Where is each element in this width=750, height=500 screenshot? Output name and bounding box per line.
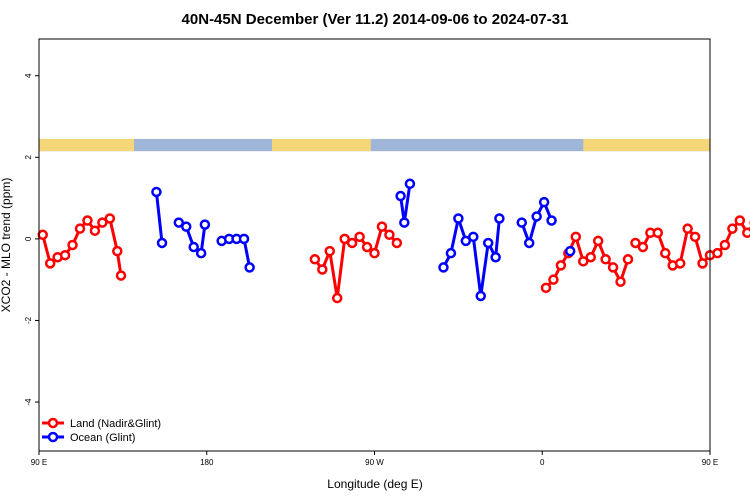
legend: Land (Nadir&Glint) Ocean (Glint) <box>42 417 161 444</box>
land-data-point <box>570 231 582 243</box>
land-data-point <box>59 249 71 261</box>
land-data-point <box>74 223 86 234</box>
x-tick-label: 90 E <box>31 458 47 467</box>
land-strip-2 <box>583 138 710 152</box>
land-data-point <box>89 225 101 236</box>
x-tick-label: 0 <box>540 458 545 467</box>
land-data-point <box>324 245 336 257</box>
legend-land-marker <box>47 417 59 429</box>
land-data-point <box>115 270 127 281</box>
ocean-data-point <box>180 221 192 232</box>
land-data-point <box>660 247 671 259</box>
land-data-point <box>376 221 388 232</box>
land-data-point <box>112 245 123 257</box>
y-tick-label: -4 <box>24 398 33 406</box>
ocean-data-point <box>173 217 185 228</box>
y-tick-label: -2 <box>24 316 33 324</box>
land-data-point <box>82 215 93 226</box>
y-tick-label: 4 <box>24 73 33 78</box>
land-data-point <box>309 254 321 265</box>
land-data-point <box>712 247 723 259</box>
land-data-point <box>615 276 626 287</box>
land-data-point <box>637 241 649 253</box>
ocean-data-point <box>546 215 557 226</box>
land-data-point <box>67 239 78 251</box>
land-data-point <box>44 258 56 269</box>
ocean-strip <box>39 138 710 152</box>
ocean-data-point <box>404 178 416 190</box>
land-data-point <box>630 237 641 249</box>
x-axis-label: Longitude (deg E) <box>327 477 422 491</box>
land-data-point <box>578 256 589 267</box>
ocean-data-point <box>516 217 527 228</box>
land-data-point <box>674 258 686 269</box>
land-strip-0 <box>39 138 135 152</box>
legend-ocean-marker <box>47 431 59 443</box>
ocean-data-point <box>523 237 535 249</box>
land-data-point <box>354 231 365 243</box>
ocean-data-point <box>494 213 505 224</box>
land-data-point <box>607 262 619 273</box>
land-data-point <box>652 227 664 239</box>
ocean-data-point <box>475 290 486 302</box>
land-data-point <box>97 217 108 228</box>
x-tick-label: 90 W <box>365 458 384 467</box>
ocean-data-point <box>188 241 199 253</box>
x-tick-label: 90 E <box>702 458 718 467</box>
land-data-point <box>689 231 701 243</box>
land-data-point <box>742 227 750 239</box>
ocean-data-point <box>195 247 207 259</box>
x-tick-label: 180 <box>200 458 214 467</box>
land-data-point <box>682 223 693 234</box>
ocean-data-point <box>445 247 457 259</box>
ocean-series-line-0 <box>154 191 164 244</box>
ocean-data-point <box>490 251 501 263</box>
land-data-point <box>361 241 373 253</box>
land-data-point <box>622 254 634 265</box>
land-data-point <box>600 254 611 265</box>
ocean-data-point <box>244 262 255 273</box>
ocean-data-point <box>538 196 550 208</box>
land-data-point <box>555 260 567 271</box>
land-data-point <box>331 292 343 304</box>
y-tick-label: 0 <box>24 236 33 241</box>
land-data-point <box>37 229 48 241</box>
y-tick-label: 2 <box>24 155 33 160</box>
ocean-data-point <box>199 219 211 230</box>
ocean-data-point <box>151 186 162 198</box>
land-data-point <box>346 237 358 249</box>
land-data-point <box>734 215 746 226</box>
chart-title: 40N-45N December (Ver 11.2) 2014-09-06 t… <box>182 11 569 28</box>
land-data-point <box>384 229 395 241</box>
ocean-data-point <box>238 233 250 245</box>
legend-ocean-label: Ocean (Glint) <box>70 432 135 444</box>
plot-frame <box>38 38 711 452</box>
land-data-point <box>540 282 552 294</box>
ocean-data-point <box>482 237 494 249</box>
ocean-data-point <box>460 235 472 247</box>
ocean-data-point <box>438 262 449 273</box>
land-data-point <box>585 251 596 263</box>
land-data-point <box>391 237 403 249</box>
ocean-data-point <box>453 213 464 224</box>
legend-land-label: Land (Nadir&Glint) <box>70 418 161 430</box>
ocean-data-point <box>156 237 168 249</box>
ocean-data-point <box>399 217 410 228</box>
land-data-point <box>697 258 708 269</box>
land-data-point <box>592 235 604 247</box>
land-data-point <box>339 233 350 245</box>
ocean-data-point <box>395 190 406 202</box>
ocean-data-point <box>564 245 576 257</box>
land-data-point <box>548 274 559 285</box>
land-data-point <box>317 264 328 275</box>
ocean-data-point <box>531 211 542 222</box>
land-data-point <box>104 213 116 224</box>
land-data-point <box>369 247 380 259</box>
land-data-point <box>719 239 731 251</box>
land-data-point <box>727 223 738 234</box>
land-strip-1 <box>271 138 371 152</box>
y-axis-label: XCO2 - MLO trend (ppm) <box>0 178 13 313</box>
ocean-data-point <box>468 231 479 243</box>
